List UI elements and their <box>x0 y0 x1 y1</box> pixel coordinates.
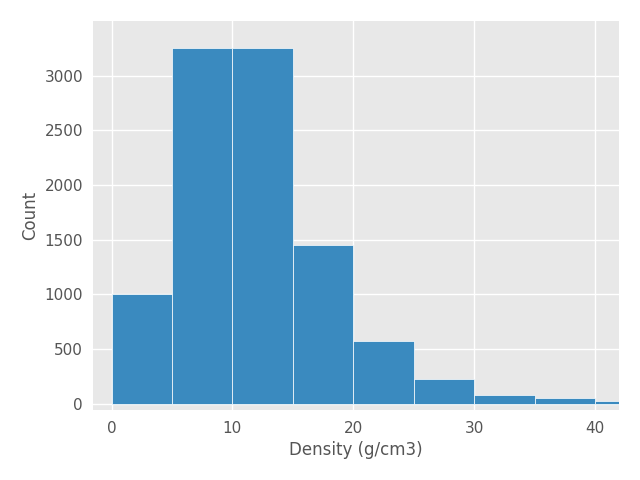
Bar <box>172 48 232 404</box>
Y-axis label: Count: Count <box>21 191 39 240</box>
Bar <box>353 341 413 404</box>
Bar <box>413 379 474 404</box>
Bar <box>232 48 293 404</box>
X-axis label: Density (g/cm3): Density (g/cm3) <box>289 441 423 459</box>
Bar <box>534 398 595 404</box>
Bar <box>111 294 172 404</box>
Bar <box>474 396 534 404</box>
Bar <box>293 245 353 404</box>
Bar <box>595 401 640 404</box>
